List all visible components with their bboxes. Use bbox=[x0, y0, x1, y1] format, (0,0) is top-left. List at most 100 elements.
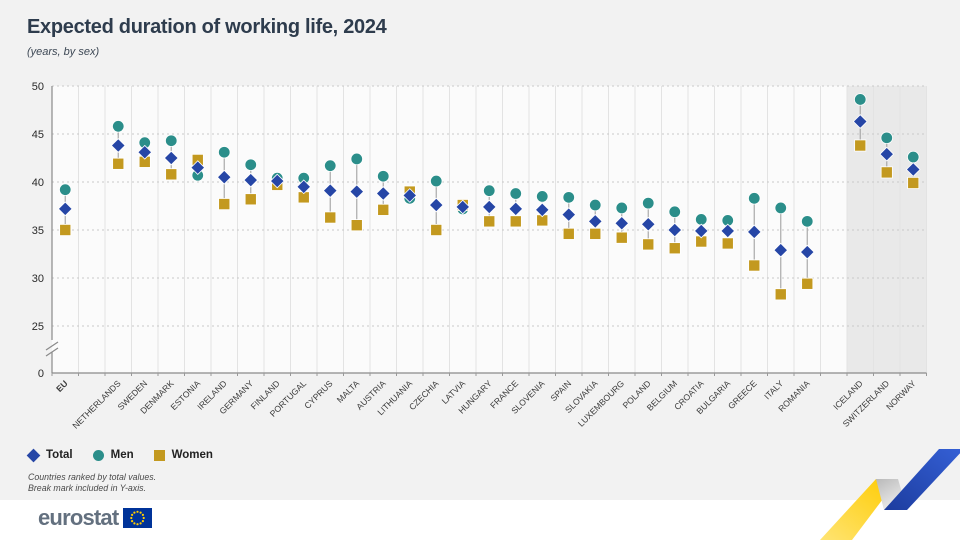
total-marker-cyprus bbox=[322, 183, 338, 199]
axis-break-mark bbox=[45, 347, 59, 357]
total-marker-lithuania bbox=[402, 188, 418, 203]
men-marker-spain bbox=[562, 191, 575, 204]
women-marker-ireland bbox=[218, 198, 231, 211]
total-marker-greece bbox=[746, 224, 762, 240]
y-tick-label-25: 25 bbox=[32, 321, 44, 333]
total-marker-iceland bbox=[852, 114, 868, 129]
women-marker-france bbox=[509, 215, 522, 228]
total-marker-italy bbox=[773, 242, 789, 258]
eurostat-wordmark: eurostat bbox=[38, 505, 119, 530]
men-marker-austria bbox=[377, 170, 390, 183]
women-marker-iceland bbox=[854, 139, 867, 152]
women-marker-netherlands bbox=[112, 157, 125, 170]
women-marker-belgium bbox=[668, 242, 681, 255]
women-marker-romania bbox=[801, 277, 814, 290]
x-label-norway: NORWAY bbox=[884, 378, 918, 412]
men-marker-denmark bbox=[165, 134, 178, 147]
men-marker-belgium bbox=[668, 205, 681, 218]
men-marker-ireland bbox=[218, 146, 231, 159]
total-marker-belgium bbox=[667, 222, 683, 238]
men-marker-iceland bbox=[854, 93, 867, 106]
total-marker-estonia bbox=[190, 160, 206, 175]
men-marker-romania bbox=[801, 215, 814, 228]
total-marker-france bbox=[508, 201, 524, 217]
women-marker-bulgaria bbox=[721, 237, 734, 250]
footer-band bbox=[0, 500, 960, 540]
total-marker-bulgaria bbox=[720, 223, 736, 239]
y-tick-label-40: 40 bbox=[32, 177, 44, 189]
women-marker-denmark bbox=[165, 168, 178, 181]
axis-break-mark bbox=[45, 341, 59, 351]
total-marker-slovakia bbox=[587, 213, 603, 229]
legend-item-men: Men bbox=[92, 449, 134, 461]
total-marker-netherlands bbox=[110, 138, 126, 153]
women-marker-austria bbox=[377, 203, 390, 216]
total-marker-norway bbox=[905, 162, 921, 177]
y-tick-label-45: 45 bbox=[32, 129, 44, 141]
legend-label-total: Total bbox=[46, 449, 73, 461]
total-marker-latvia bbox=[455, 199, 471, 215]
men-marker-poland bbox=[642, 196, 655, 210]
total-marker-czechia bbox=[428, 197, 444, 213]
men-marker-czechia bbox=[430, 174, 443, 188]
total-marker-spain bbox=[561, 207, 577, 223]
total-marker-ireland bbox=[216, 169, 232, 185]
page-subtitle: (years, by sex) bbox=[27, 46, 100, 58]
men-marker-greece bbox=[748, 192, 761, 205]
men-marker-italy bbox=[774, 201, 787, 215]
x-label-spain: SPAIN bbox=[548, 378, 573, 403]
total-marker-switzerland bbox=[879, 146, 895, 162]
total-marker-croatia bbox=[693, 223, 709, 239]
women-marker-slovakia bbox=[589, 227, 602, 240]
y-tick-label-50: 50 bbox=[32, 81, 44, 93]
men-marker-norway bbox=[907, 150, 920, 164]
x-label-luxembourg: LUXEMBOURG bbox=[576, 378, 627, 429]
men-marker-cyprus bbox=[324, 159, 337, 172]
x-label-cyprus: CYPRUS bbox=[302, 378, 335, 411]
ribbon-blue-stripe bbox=[884, 449, 960, 510]
total-diamond-icon bbox=[26, 448, 41, 462]
x-label-greece: GREECE bbox=[726, 378, 759, 411]
total-marker-poland bbox=[640, 216, 656, 232]
women-marker-cyprus bbox=[324, 211, 337, 224]
y-tick-label-35: 35 bbox=[32, 225, 44, 237]
men-marker-eu bbox=[59, 183, 72, 196]
eurostat-logo: eurostat bbox=[38, 505, 153, 531]
men-marker-slovakia bbox=[589, 198, 602, 212]
total-marker-germany bbox=[243, 172, 259, 188]
total-marker-sweden bbox=[137, 144, 153, 160]
women-marker-malta bbox=[350, 219, 363, 232]
total-marker-denmark bbox=[163, 150, 179, 166]
footnotes: Countries ranked by total values. Break … bbox=[28, 472, 156, 494]
total-marker-malta bbox=[349, 184, 365, 199]
women-marker-luxembourg bbox=[615, 231, 628, 244]
women-marker-norway bbox=[907, 176, 920, 189]
women-marker-italy bbox=[774, 288, 787, 301]
men-marker-hungary bbox=[483, 184, 496, 197]
legend: Total Men Women bbox=[26, 448, 213, 462]
legend-item-women: Women bbox=[153, 449, 213, 461]
men-circle-icon bbox=[92, 449, 104, 461]
total-marker-romania bbox=[799, 244, 815, 260]
men-marker-switzerland bbox=[880, 131, 893, 145]
men-marker-slovenia bbox=[536, 190, 549, 203]
women-square-icon bbox=[153, 449, 165, 461]
women-marker-poland bbox=[642, 238, 655, 251]
eurostat-ribbon-graphic bbox=[820, 449, 960, 540]
women-marker-germany bbox=[244, 193, 257, 206]
footnote-ranking: Countries ranked by total values. bbox=[28, 472, 157, 482]
men-marker-malta bbox=[350, 152, 363, 166]
x-label-italy: ITALY bbox=[762, 378, 785, 401]
y-tick-label-0: 0 bbox=[38, 368, 44, 380]
total-marker-finland bbox=[269, 173, 285, 189]
total-marker-luxembourg bbox=[614, 215, 630, 231]
footnote-break-mark: Break mark included in Y-axis. bbox=[28, 483, 146, 493]
total-marker-slovenia bbox=[534, 202, 550, 218]
women-marker-hungary bbox=[483, 215, 496, 228]
men-marker-netherlands bbox=[112, 120, 125, 133]
women-marker-greece bbox=[748, 259, 761, 272]
total-marker-hungary bbox=[481, 199, 497, 215]
page-title: Expected duration of working life, 2024 bbox=[27, 16, 387, 38]
